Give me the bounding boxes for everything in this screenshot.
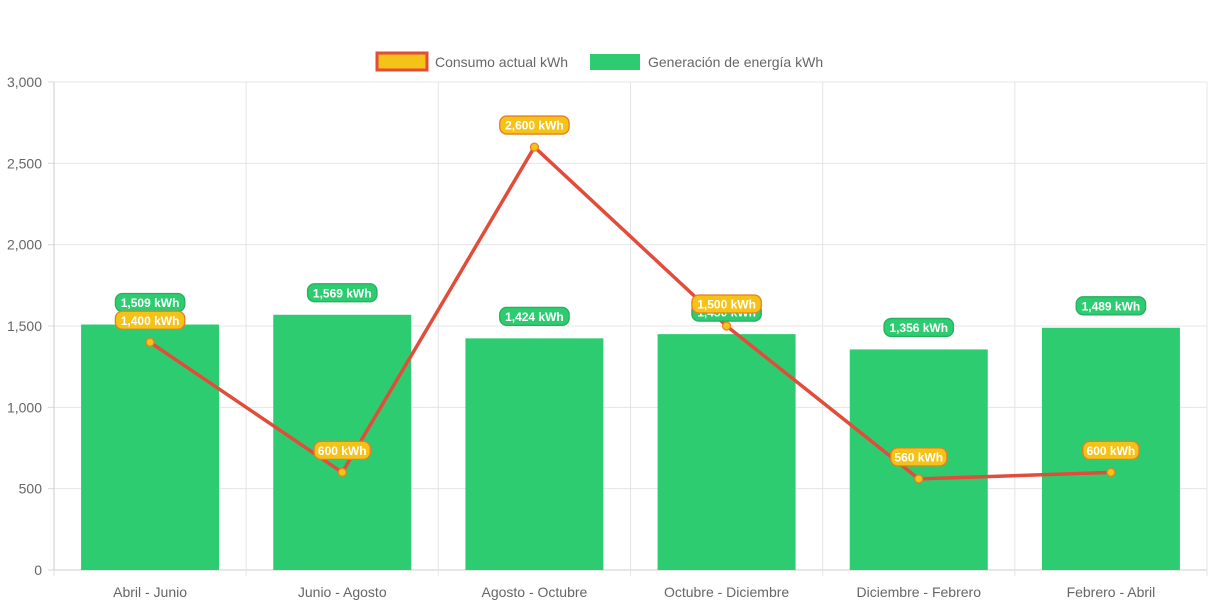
- legend-item-line[interactable]: Consumo actual kWh: [375, 51, 568, 72]
- line-data-label-bg: [114, 310, 186, 330]
- x-tick-label: Febrero - Abril: [1067, 584, 1156, 600]
- bar-data-label-text: 1,489 kWh: [1082, 299, 1141, 313]
- line-point: [721, 321, 732, 331]
- y-axis: 0 500 1,000 1,500 2,000 2,500 3,000: [7, 74, 42, 578]
- x-tick-label: Agosto - Octubre: [482, 584, 588, 600]
- legend-item-bar[interactable]: Generación de energía kWh: [590, 54, 823, 70]
- bar-data-label: 1,489 kWh: [1075, 296, 1147, 316]
- line-series: [145, 142, 1116, 484]
- line-data-label: 1,500 kWh: [691, 294, 762, 314]
- bar-data-label-bg: [883, 317, 955, 338]
- line-point: [914, 474, 924, 484]
- legend[interactable]: Consumo actual kWh Generación de energía…: [375, 51, 823, 72]
- legend-label-bar: Generación de energía kWh: [648, 54, 823, 70]
- bar: [81, 324, 220, 570]
- line-data-label: 600 kWh: [1082, 440, 1140, 461]
- bar-data-label: 1,424 kWh: [499, 306, 570, 327]
- line-data-label: 1,400 kWh: [114, 310, 186, 330]
- line-point: [529, 142, 540, 152]
- x-tick-label: Junio - Agosto: [298, 584, 387, 600]
- bar-data-label: 1,509 kWh: [114, 292, 186, 313]
- bar-data-label-text: 1,424 kWh: [505, 310, 564, 324]
- line-data-label-text: 600 kWh: [1087, 444, 1136, 458]
- line-data-label-text: 1,500 kWh: [697, 298, 756, 312]
- y-tick-label: 2,000: [7, 237, 42, 253]
- line-point: [1106, 467, 1116, 477]
- bar-data-label-text: 1,356 kWh: [889, 321, 948, 335]
- y-tick-label: 2,500: [7, 155, 42, 171]
- line-data-label-bg: [499, 115, 570, 135]
- line-data-label-bg: [1082, 440, 1140, 461]
- bar: [465, 338, 604, 570]
- line-data-label: 600 kWh: [313, 440, 371, 461]
- line-point: [145, 337, 155, 347]
- series-line: [149, 145, 1111, 481]
- line-data-label-text: 600 kWh: [318, 444, 367, 458]
- bar-data-label-bg: [1075, 296, 1147, 316]
- x-tick-label: Diciembre - Febrero: [857, 584, 982, 600]
- bar-data-label: 1,569 kWh: [306, 283, 378, 303]
- bar-data-label-bg: [499, 306, 570, 327]
- line-data-label-text: 560 kWh: [894, 450, 943, 464]
- line-data-label: 2,600 kWh: [499, 115, 570, 135]
- bar-data-label-text: 1,569 kWh: [313, 286, 372, 300]
- legend-swatch-bar: [590, 54, 640, 70]
- x-axis: Abril - Junio Junio - Agosto Agosto - Octu…: [113, 584, 1155, 600]
- x-tick-label: Octubre - Diciembre: [664, 584, 789, 600]
- legend-swatch-line: [375, 51, 429, 72]
- x-tick-label: Abril - Junio: [113, 584, 187, 600]
- bar-data-label: 1,356 kWh: [883, 317, 955, 338]
- legend-label-line: Consumo actual kWh: [435, 54, 568, 70]
- bar-series: [81, 314, 1180, 570]
- y-tick-label: 1,000: [7, 399, 42, 415]
- y-tick-label: 3,000: [7, 74, 42, 90]
- line-data-label-bg: [890, 447, 948, 467]
- bar-data-label-text: 1,509 kWh: [121, 296, 180, 310]
- y-tick-label: 1,500: [7, 318, 42, 334]
- y-tick-label: 500: [19, 481, 43, 497]
- line-data-label: 560 kWh: [890, 447, 948, 467]
- bar-data-label-bg: [306, 283, 378, 303]
- line-data-label-bg: [691, 294, 762, 314]
- line-point: [337, 467, 347, 477]
- bar: [657, 334, 796, 570]
- line-data-label-text: 2,600 kWh: [505, 119, 564, 133]
- grid-lines: [48, 81, 1208, 576]
- line-data-label-text: 1,400 kWh: [121, 314, 180, 328]
- y-tick-label: 0: [34, 562, 42, 578]
- line-data-label-bg: [313, 440, 371, 461]
